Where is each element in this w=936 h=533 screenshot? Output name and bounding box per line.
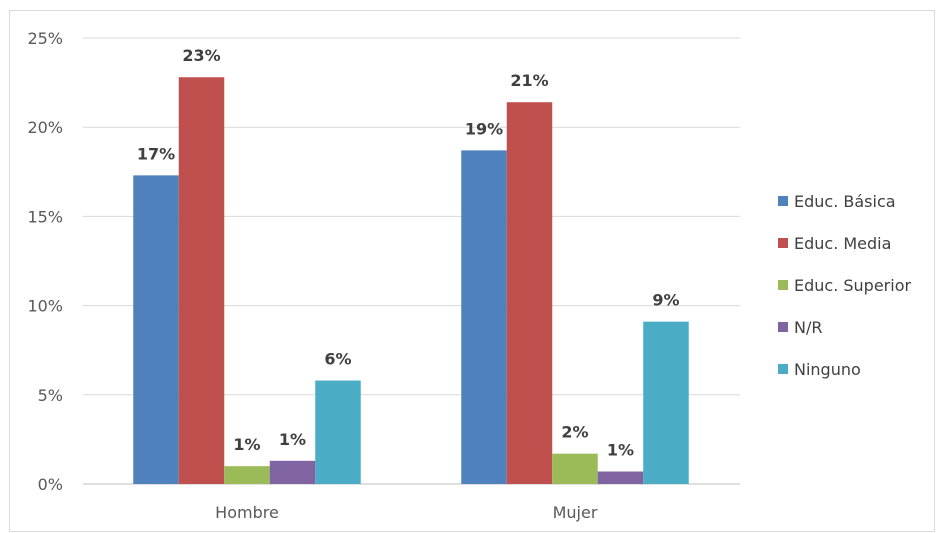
bar: [461, 150, 507, 484]
x-tick-label: Mujer: [553, 503, 598, 522]
y-tick-label: 20%: [27, 118, 63, 137]
legend-item-superior: Educ. Superior: [778, 264, 911, 306]
legend-label: Educ. Media: [794, 233, 892, 253]
legend-item-basica: Educ. Básica: [778, 180, 911, 222]
bar: [178, 77, 225, 485]
data-label: 19%: [465, 119, 503, 138]
bar: [597, 471, 644, 484]
data-label: 23%: [182, 46, 220, 65]
y-tick-label: 0%: [38, 475, 63, 494]
data-label: 9%: [652, 291, 679, 310]
y-tick-label: 25%: [27, 29, 63, 48]
legend-swatch: [778, 364, 788, 374]
legend-label: N/R: [794, 317, 823, 337]
legend-label: Ninguno: [794, 359, 861, 379]
legend-swatch: [778, 238, 788, 248]
legend-swatch: [778, 322, 788, 332]
bar: [506, 102, 553, 484]
bar: [269, 460, 316, 484]
legend-label: Educ. Superior: [794, 275, 912, 295]
data-label: 1%: [233, 435, 260, 454]
legend-swatch: [778, 280, 788, 290]
data-label: 1%: [607, 441, 634, 460]
bar: [552, 453, 598, 484]
data-label: 17%: [137, 144, 175, 163]
bar: [315, 380, 361, 484]
y-tick-label: 5%: [38, 386, 63, 405]
legend-item-media: Educ. Media: [778, 222, 911, 264]
data-label: 1%: [279, 430, 306, 449]
data-label: 2%: [561, 423, 588, 442]
legend-item-ninguno: Ninguno: [778, 348, 911, 390]
legend-item-nr: N/R: [778, 306, 911, 348]
data-label: 6%: [324, 350, 351, 369]
bar: [133, 175, 179, 485]
y-tick-label: 10%: [27, 297, 63, 316]
x-tick-label: Hombre: [215, 503, 279, 522]
legend-swatch: [778, 196, 788, 206]
bar: [224, 466, 270, 484]
bar: [643, 321, 689, 484]
legend-label: Educ. Básica: [794, 191, 896, 211]
legend: Educ. Básica Educ. Media Educ. Superior …: [778, 180, 911, 390]
y-tick-label: 15%: [27, 207, 63, 226]
data-label: 21%: [510, 71, 548, 90]
